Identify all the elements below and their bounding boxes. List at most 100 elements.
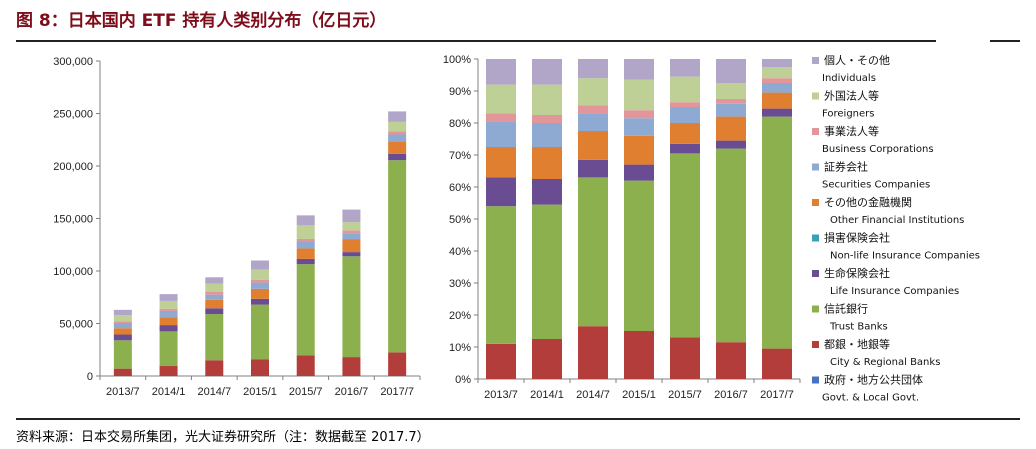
- share-bar-segment: [486, 147, 516, 178]
- amount-bar-segment: [388, 352, 407, 376]
- amount-y-tick-label: 150,000: [53, 214, 93, 226]
- amount-bar-segment: [388, 141, 407, 154]
- amount-bar-segment: [159, 310, 178, 318]
- share-bar-segment: [670, 107, 700, 123]
- amount-bar-segment: [205, 308, 224, 315]
- amount-bar-segment: [296, 248, 315, 259]
- amount-bar-segment: [113, 321, 132, 323]
- share-bar-segment: [578, 131, 608, 160]
- bottom-rule: [16, 418, 1020, 420]
- share-bar-segment: [532, 84, 562, 115]
- legend-label-jp: 個人・その他: [824, 54, 890, 67]
- amount-bar-segment: [342, 357, 361, 376]
- share-bar-segment: [486, 59, 516, 85]
- amount-bar-segment: [205, 292, 224, 295]
- amount-y-tick-label: 250,000: [53, 109, 93, 121]
- amount-y-tick-label: 50,000: [59, 319, 93, 331]
- amount-bar-segment: [251, 279, 269, 283]
- share-bar-segment: [670, 153, 700, 338]
- amount-bar-segment: [388, 121, 407, 132]
- legend-label-en: Other Financial Institutions: [830, 215, 964, 226]
- amount-bar-segment: [342, 230, 361, 234]
- legend-label-en: Individuals: [822, 73, 876, 84]
- legend-swatch: [812, 92, 819, 100]
- share-x-tick-label: 2017/7: [760, 389, 794, 401]
- amount-bar-segment: [113, 334, 132, 341]
- legend-label-en: Govt. & Local Govt.: [822, 393, 919, 404]
- amount-bar-segment: [251, 260, 269, 270]
- share-bar-segment: [624, 79, 654, 111]
- share-bar-segment: [670, 59, 700, 77]
- legend-label-jp: 生命保険会社: [824, 266, 890, 280]
- amount-bar-segment: [251, 298, 269, 305]
- amount-bar-segment: [113, 340, 132, 369]
- legend-label-jp: その他の金融機関: [824, 195, 912, 209]
- share-bar-segment: [716, 148, 746, 343]
- source-note: 资料来源：日本交易所集团，光大证券研究所（注：数据截至 2017.7）: [16, 430, 430, 445]
- share-bar-segment: [624, 59, 654, 80]
- amount-bar-segment: [296, 215, 315, 226]
- legend-label-en: Foreigners: [822, 109, 875, 120]
- legend-swatch: [812, 128, 819, 135]
- legend-swatch: [812, 57, 819, 64]
- share-y-tick-label: 10%: [449, 342, 471, 354]
- legend-label-jp: 信託銀行: [824, 302, 868, 316]
- amount-bar-segment: [159, 325, 178, 332]
- amount-bar-segment: [251, 282, 269, 289]
- amount-y-tick-label: 300,000: [53, 56, 93, 68]
- share-bar-segment: [716, 99, 746, 104]
- share-bar-segment: [486, 121, 516, 147]
- amount-bar-segment: [388, 111, 407, 122]
- amount-bar-segment: [205, 299, 224, 309]
- share-y-tick-label: 60%: [449, 182, 471, 194]
- share-bar-segment: [762, 83, 792, 93]
- share-x-tick-label: 2013/7: [484, 389, 518, 401]
- legend-label-jp: 損害保険会社: [824, 231, 890, 245]
- amount-bar-segment: [342, 252, 361, 257]
- share-bar-segment: [624, 118, 654, 136]
- share-bar-segment: [578, 105, 608, 114]
- share-bar-segment: [716, 59, 746, 83]
- figure-title: 图 8：日本国内 ETF 持有人类别分布（亿日元）: [16, 11, 387, 31]
- amount-bar-segment: [251, 269, 269, 280]
- amount-bar-segment: [342, 256, 361, 358]
- legend: 個人・その他 Individuals 外国法人等 Foreigners 事業法人等 Bus…: [812, 54, 980, 404]
- share-bar-segment: [532, 59, 562, 85]
- share-bar-segment: [624, 110, 654, 119]
- legend-swatch: [812, 376, 819, 384]
- amount-bar-segment: [388, 134, 407, 142]
- share-bar-segment: [532, 123, 562, 147]
- amount-bar-segment: [342, 222, 361, 231]
- share-bar-segment: [486, 113, 516, 122]
- share-bar-segment: [762, 348, 792, 379]
- share-bar-segment: [486, 206, 516, 344]
- legend-label-jp: 外国法人等: [824, 89, 879, 103]
- share-y-tick-label: 90%: [449, 86, 471, 98]
- share-bar-segment: [532, 179, 562, 205]
- legend-label-jp: 事業法人等: [824, 124, 879, 138]
- amount-bar-segment: [113, 322, 132, 329]
- top-rule-left: [16, 40, 936, 42]
- amount-x-tick-label: 2014/7: [197, 386, 231, 398]
- share-bar-segment: [716, 116, 746, 141]
- share-bar-segment: [670, 143, 700, 154]
- amount-bar-segment: [159, 308, 178, 311]
- share-y-tick-label: 70%: [449, 150, 471, 162]
- amount-bar-segment: [113, 368, 132, 376]
- legend-label-en: Trust Banks: [829, 322, 888, 333]
- amount-bar-segment: [251, 304, 269, 360]
- amount-bar-segment: [159, 300, 178, 309]
- stacked-percent-chart: 0% 10% 20% 30% 40% 50% 60% 70% 80% 90% 100% 2013/7 2…: [443, 54, 801, 401]
- amount-bar-segment: [205, 294, 224, 300]
- share-x-tick-label: 2014/7: [576, 389, 610, 401]
- amount-x-tick-label: 2014/1: [152, 386, 186, 398]
- amount-y-tick-label: 200,000: [53, 161, 93, 173]
- share-bar-segment: [486, 84, 516, 114]
- share-y-tick-label: 20%: [449, 310, 471, 322]
- amount-x-tick-label: 2016/7: [335, 386, 369, 398]
- share-y-tick-label: 100%: [443, 54, 471, 66]
- amount-x-tick-label: 2015/1: [243, 386, 277, 398]
- legend-swatch: [812, 305, 819, 313]
- legend-label-jp: 都銀・地銀等: [824, 337, 890, 351]
- legend-swatch: [812, 234, 819, 242]
